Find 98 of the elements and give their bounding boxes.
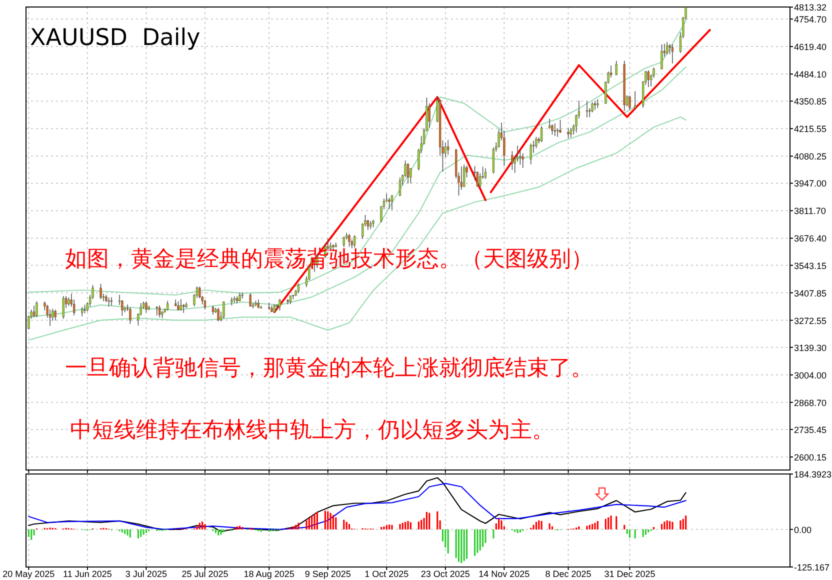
- candlestick: [554, 123, 556, 136]
- candlestick: [410, 168, 412, 184]
- y-tick-label: 3947.00: [794, 178, 827, 189]
- line-series: [28, 116, 686, 341]
- y-tick-label: 4215.55: [794, 124, 827, 134]
- y-tick-label: 4813.32: [794, 2, 827, 13]
- y-tick-label: 4350.85: [794, 96, 827, 107]
- candlestick: [511, 150, 514, 170]
- y-tick-label: 4619.40: [794, 42, 827, 52]
- candlestick: [204, 299, 206, 310]
- candlestick: [570, 128, 572, 138]
- candlestick: [484, 168, 487, 180]
- candlestick: [156, 306, 158, 316]
- candlestick: [81, 306, 84, 317]
- candlestick: [628, 95, 631, 111]
- candlestick: [398, 176, 402, 196]
- candlestick: [559, 119, 562, 134]
- candlestick: [428, 102, 430, 128]
- y-tick-label: 2735.45: [794, 424, 827, 435]
- candlestick: [615, 60, 618, 76]
- candlestick: [249, 292, 252, 307]
- candlestick: [463, 164, 466, 188]
- candlestick: [551, 124, 554, 136]
- line-series: [28, 20, 686, 296]
- candlestick: [519, 150, 522, 166]
- y-tick-label: 3811.70: [794, 206, 826, 216]
- y-tick-label: 4754.70: [794, 14, 827, 25]
- candlestick: [268, 302, 270, 310]
- y-tick-label: -125.167: [794, 562, 830, 572]
- candlestick: [129, 307, 132, 324]
- candlestick: [217, 307, 220, 322]
- y-tick-label: 3543.15: [794, 260, 827, 271]
- candlestick: [406, 162, 410, 184]
- candlestick: [634, 90, 636, 109]
- x-tick-label: 25 Jul 2025: [182, 569, 228, 579]
- annotation: 中短线维持在布林线中轨上方，仍以短多头为主。: [70, 418, 554, 443]
- candlestick: [110, 296, 113, 306]
- candlestick: [348, 234, 350, 248]
- candlestick: [567, 128, 570, 138]
- y-tick-label: 3407.85: [794, 288, 827, 298]
- candlestick: [366, 219, 370, 230]
- candlestick: [297, 283, 300, 294]
- annotation: 一旦确认背驰信号，那黄金的本轮上涨就彻底结束了。: [65, 356, 593, 381]
- candlestick: [540, 126, 543, 142]
- line-series: [490, 28, 711, 194]
- y-tick-label: 184.3923: [794, 470, 832, 480]
- candlestick: [180, 298, 182, 312]
- x-tick-label: 23 Oct 2025: [420, 569, 470, 579]
- candlestick: [446, 140, 450, 156]
- line-series: [28, 66, 686, 318]
- candlestick: [444, 142, 446, 158]
- candlestick: [660, 44, 663, 70]
- x-tick-label: 9 Sep 2025: [304, 569, 351, 579]
- candlestick: [530, 143, 532, 165]
- candlestick: [145, 300, 148, 313]
- candlestick: [666, 42, 668, 55]
- candlestick: [278, 298, 281, 311]
- candlestick: [62, 296, 64, 320]
- candlestick: [388, 197, 390, 210]
- x-tick-label: 20 May 2025: [2, 569, 55, 579]
- candlestick: [36, 300, 38, 318]
- candlestick: [100, 283, 102, 300]
- candlestick: [177, 300, 180, 312]
- y-tick-label: 4080.25: [794, 152, 827, 162]
- y-tick-label: 0.00: [794, 524, 812, 535]
- x-tick-label: 14 Nov 2025: [478, 569, 530, 579]
- candlestick: [222, 300, 225, 319]
- candlestick: [48, 309, 52, 326]
- candlestick: [594, 100, 596, 110]
- y-tick-label: 3004.00: [794, 370, 827, 380]
- candlestick: [671, 44, 674, 64]
- y-tick-label: 3676.40: [794, 234, 827, 244]
- candlestick: [32, 305, 36, 318]
- x-tick-label: 11 Jun 2025: [62, 569, 112, 579]
- y-tick-label: 2600.15: [794, 452, 827, 462]
- x-tick-label: 3 Jul 2025: [125, 569, 167, 579]
- x-tick-label: 31 Dec 2025: [604, 569, 656, 579]
- y-tick-label: 2868.70: [794, 398, 827, 408]
- candlestick: [591, 102, 594, 113]
- candlestick: [158, 304, 161, 318]
- candlestick: [54, 309, 56, 321]
- candlestick: [166, 300, 169, 312]
- candlestick: [522, 152, 524, 168]
- y-tick-label: 3139.30: [794, 342, 827, 353]
- x-tick-label: 1 Oct 2025: [364, 569, 409, 579]
- x-tick-label: 8 Dec 2025: [545, 569, 592, 579]
- candlestick: [647, 70, 650, 88]
- candlestick: [652, 67, 655, 78]
- y-tick-label: 3272.55: [794, 316, 827, 326]
- candlestick: [588, 108, 591, 118]
- x-tick-label: 18 Aug 2025: [244, 569, 294, 579]
- candlestick: [586, 100, 588, 118]
- y-tick-label: 4484.10: [794, 70, 827, 80]
- candlestick: [353, 234, 356, 248]
- candlestick: [342, 236, 345, 248]
- candlestick: [390, 194, 394, 210]
- candlestick: [535, 136, 538, 149]
- text: XAUUSD Daily: [30, 25, 200, 51]
